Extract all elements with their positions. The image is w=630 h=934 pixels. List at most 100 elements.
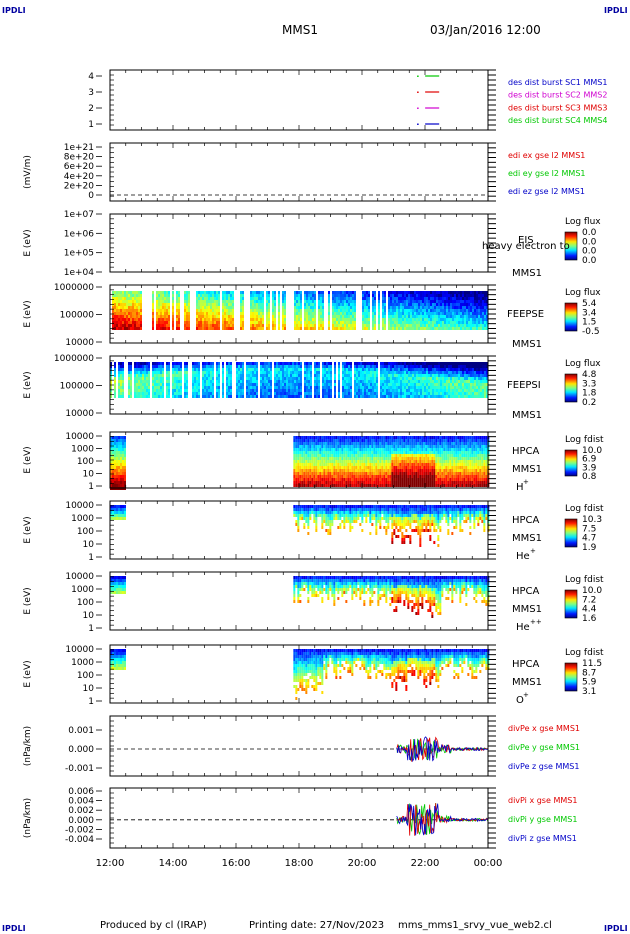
feepsi-spectrogram-cell — [138, 395, 140, 398]
feepsi-spectrogram-cell — [294, 383, 296, 386]
feepse-spectrogram-cell — [214, 327, 216, 330]
hpca_h-spectrogram-cell — [325, 454, 328, 457]
feepse-spectrogram-cell — [412, 324, 414, 327]
feepse-spectrogram-cell — [462, 318, 464, 321]
feepse-spectrogram-cell — [456, 312, 458, 315]
feepse-spectrogram-cell — [118, 300, 120, 303]
feepse-spectrogram-cell — [482, 300, 484, 303]
feepse-spectrogram-cell — [198, 309, 200, 312]
feepse-spectrogram-cell — [294, 321, 296, 324]
feepsi-spectrogram-cell — [228, 368, 230, 371]
hpca_h-spectrogram-cell — [116, 469, 118, 472]
feepsi-spectrogram-cell — [452, 395, 454, 398]
hpca_h-spectrogram-cell — [118, 472, 120, 475]
hpca_h-spectrogram-cell — [339, 439, 342, 442]
feepsi-spectrogram-cell — [456, 386, 458, 389]
feepsi-spectrogram-cell — [278, 365, 280, 368]
feepsi-spectrogram-cell — [310, 377, 312, 380]
feepse-spectrogram-cell — [486, 312, 488, 315]
feepsi-spectrogram-cell — [228, 392, 230, 395]
feepsi-spectrogram-cell — [400, 386, 402, 389]
feepsi-spectrogram-cell — [478, 368, 480, 371]
feepsi-spectrogram-cell — [202, 362, 204, 365]
feepse-spectrogram-cell — [320, 312, 322, 315]
feepsi-spectrogram-cell — [154, 383, 156, 386]
feepse-spectrogram-cell — [484, 312, 486, 315]
feepsi-spectrogram-cell — [430, 368, 432, 371]
feepse-spectrogram-cell — [310, 297, 312, 300]
feepsi-spectrogram-cell — [326, 374, 328, 377]
hpca_h-spectrogram-cell — [303, 484, 306, 487]
feepse-spectrogram-cell — [132, 324, 134, 327]
feepse-spectrogram-cell — [162, 309, 164, 312]
feepse-spectrogram-cell — [140, 318, 142, 321]
feepsi-spectrogram-cell — [448, 371, 450, 374]
feepsi-spectrogram-cell — [156, 389, 158, 392]
feepsi-spectrogram-cell — [286, 392, 288, 395]
feepse-spectrogram-cell — [196, 312, 198, 315]
feepse-spectrogram-cell — [132, 315, 134, 318]
feepsi-spectrogram-cell — [306, 383, 308, 386]
hpca_h-spectrogram-cell — [124, 442, 126, 445]
hpca_h-spectrogram-cell — [321, 481, 324, 484]
feepsi-spectrogram-cell — [134, 371, 136, 374]
feepse-spectrogram-cell — [430, 306, 432, 309]
feepse-spectrogram-cell — [240, 324, 242, 327]
feepsi-spectrogram-cell — [118, 395, 120, 398]
feepse-spectrogram-cell — [284, 297, 286, 300]
feepsi-spectrogram-cell — [392, 383, 394, 386]
feepse-spectrogram-cell — [340, 312, 342, 315]
feepsi-spectrogram-cell — [252, 386, 254, 389]
feepsi-spectrogram-cell — [452, 392, 454, 395]
feepse-spectrogram-cell — [374, 306, 376, 309]
feepsi-spectrogram-cell — [230, 368, 232, 371]
feepsi-spectrogram-cell — [252, 392, 254, 395]
feepse-spectrogram-cell — [414, 306, 416, 309]
feepse-spectrogram-cell — [284, 306, 286, 309]
feepse-spectrogram-cell — [352, 324, 354, 327]
feepsi-spectrogram-cell — [256, 377, 258, 380]
feepsi-spectrogram-cell — [194, 380, 196, 383]
hpca_h-spectrogram-cell — [303, 457, 306, 460]
feepsi-spectrogram-cell — [248, 395, 250, 398]
feepsi-spectrogram-cell — [292, 395, 294, 398]
feepse-spectrogram-cell — [242, 318, 244, 321]
feepsi-spectrogram-cell — [442, 389, 444, 392]
feepsi-spectrogram-cell — [210, 395, 212, 398]
feepse-spectrogram-cell — [406, 327, 408, 330]
feepse-spectrogram-cell — [346, 297, 348, 300]
hpca_h-spectrogram-cell — [323, 454, 326, 457]
feepse-spectrogram-cell — [444, 303, 446, 306]
feepse-spectrogram-cell — [162, 294, 164, 297]
hpca_h-spectrogram-cell — [331, 442, 334, 445]
feepse-spectrogram-cell — [252, 309, 254, 312]
burst-ytick-label: 4 — [88, 72, 94, 82]
feepse-spectrogram-cell — [432, 309, 434, 312]
feepsi-spectrogram-cell — [240, 377, 242, 380]
feepse-spectrogram-cell — [440, 324, 442, 327]
feepse-spectrogram-cell — [210, 312, 212, 315]
hpca_h-spectrogram-cell — [309, 478, 312, 481]
feepsi-spectrogram-cell — [284, 383, 286, 386]
feepse-spectrogram-cell — [204, 312, 206, 315]
feepsi-spectrogram-cell — [256, 389, 258, 392]
feepse-spectrogram-cell — [134, 306, 136, 309]
feepsi-spectrogram-cell — [318, 368, 320, 371]
feepsi-spectrogram-cell — [206, 365, 208, 368]
feepse-spectrogram-cell — [156, 312, 158, 315]
feepsi-spectrogram-cell — [364, 374, 366, 377]
feepse-spectrogram-cell — [414, 291, 416, 294]
feepsi-spectrogram-cell — [298, 362, 300, 365]
feepse-spectrogram-cell — [476, 309, 478, 312]
feepsi-spectrogram-cell — [110, 386, 112, 389]
feepsi-spectrogram-cell — [240, 392, 242, 395]
feepse-spectrogram-cell — [168, 327, 170, 330]
feepsi-spectrogram-cell — [306, 392, 308, 395]
hpca_h-spectrogram-cell — [341, 475, 344, 478]
feepsi-spectrogram-cell — [146, 365, 148, 368]
feepse-spectrogram-cell — [320, 324, 322, 327]
hpca_h-spectrogram-cell — [337, 448, 340, 451]
feepsi-spectrogram-cell — [298, 371, 300, 374]
feepse-spectrogram-cell — [418, 312, 420, 315]
feepse-spectrogram-cell — [334, 291, 336, 294]
